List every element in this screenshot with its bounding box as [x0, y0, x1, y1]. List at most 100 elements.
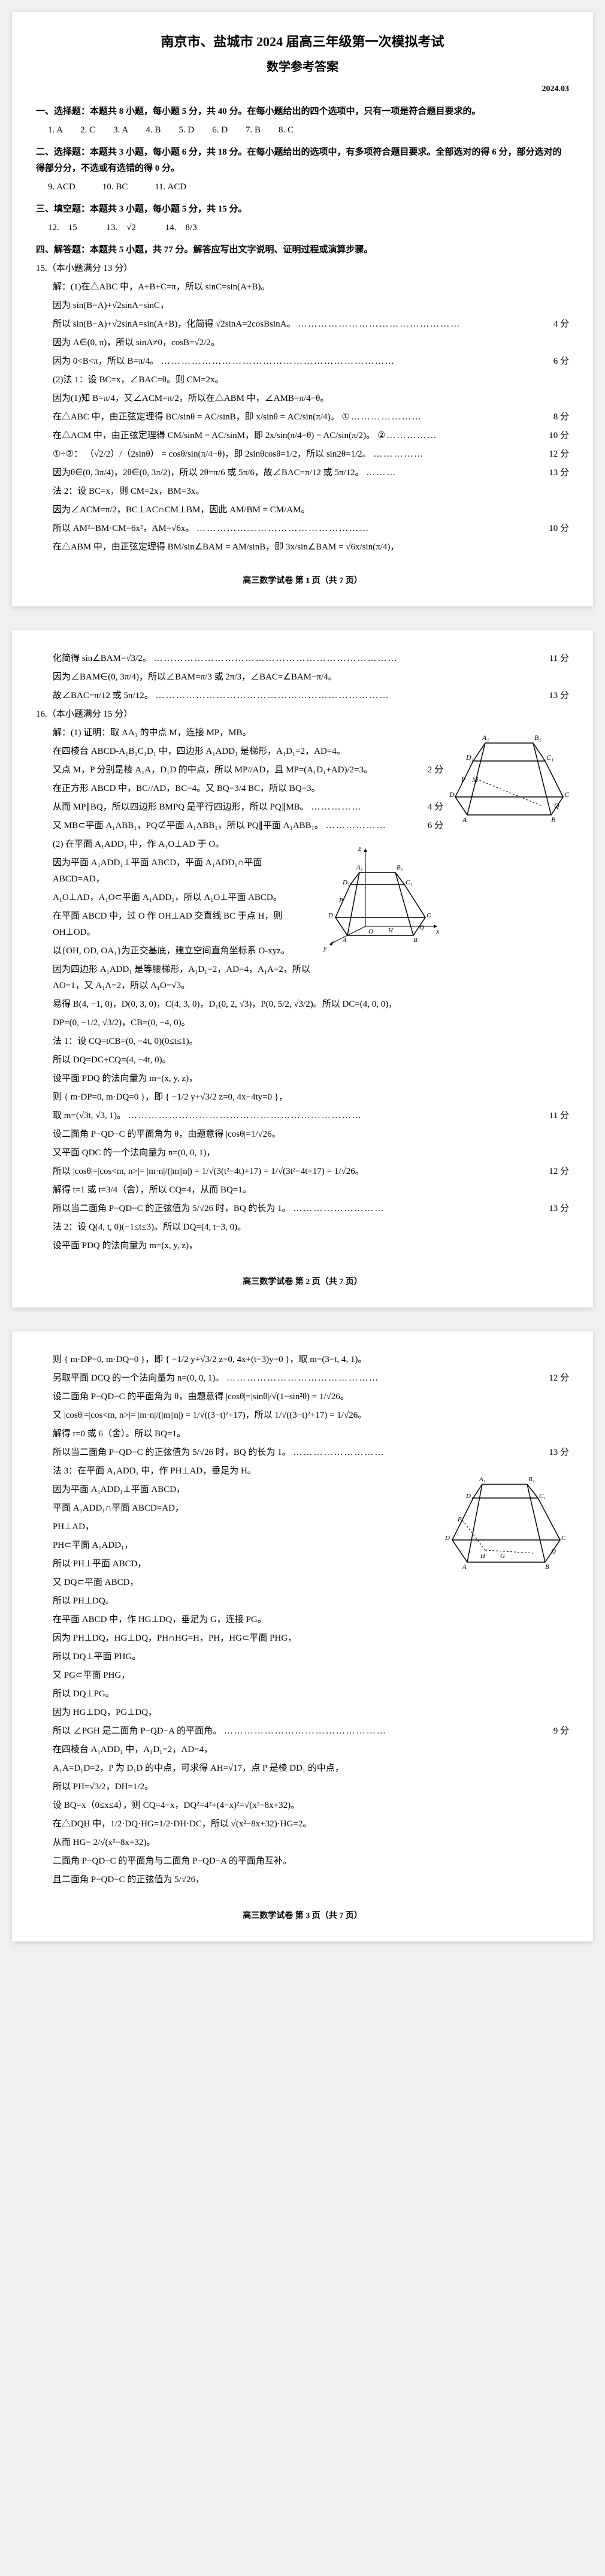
svg-text:B₁: B₁ — [534, 733, 542, 742]
q15-l7: 因为(1)知 B=π/4，又∠ACM=π/2，所以在△ABM 中，∠AMB=π/… — [53, 391, 569, 407]
svg-text:C: C — [561, 1535, 566, 1542]
q15-l11-text: 因为θ∈(0, 3π/4)，2θ∈(0, 3π/2)，所以 2θ=π/6 或 5… — [53, 468, 364, 478]
q15-l5-text: 因为 0<B<π，所以 B=π/4。 — [53, 357, 159, 366]
svg-text:D₁: D₁ — [465, 1493, 473, 1500]
p3-l25: 设 BQ=x（0≤x≤4），则 CQ=4−x，DQ²=4²+(4−x)²=√(x… — [53, 1798, 569, 1814]
q15-l8: 在△ABC 中，由正弦定理得 BC/sinθ = AC/sinB，即 x/sin… — [53, 409, 569, 425]
p3-l21: 所以 ∠PGH 是二面角 P−QD−A 的平面角。 ……………………………………… — [53, 1723, 569, 1740]
p3-l3: 设二面角 P−QD−C 的平面角为 θ，由题意得 |cosθ|=|sinθ|/√… — [53, 1389, 569, 1405]
svg-text:A: A — [462, 816, 467, 824]
section3-answers: 12. 15 13. √2 14. 8/3 — [48, 220, 569, 236]
q15-l1: 解：(1)在△ABC 中，A+B+C=π，所以 sinC=sin(A+B)。 — [53, 279, 569, 295]
section1-answers: 1. A 2. C 3. A 4. B 5. D 6. D 7. B 8. C — [48, 122, 569, 138]
p2-l19: 所以 DQ=DC+CQ=(4, −4t, 0)。 — [53, 1052, 569, 1068]
svg-text:O: O — [368, 928, 373, 935]
page1-footer: 高三数学试卷 第 1 页（共 7 页） — [36, 573, 569, 588]
p2-l1-text: 化简得 sin∠BAM=√3/2。 — [53, 654, 152, 663]
p3-l4: 又 |cosθ|=|cos<m, n>|= |m·n|/(|m||n|) = 1… — [53, 1408, 569, 1424]
svg-text:D: D — [328, 912, 333, 919]
page-3: 则 { m·DP=0, m·DQ=0 }，即 { −1/2 y+√3/2 z=0… — [12, 1331, 593, 1941]
svg-text:D: D — [444, 1535, 450, 1542]
p3-l28: 二面角 P−QD−C 的平面角与二面角 P−QD−A 的平面角互补。 — [53, 1853, 569, 1870]
svg-text:C₁: C₁ — [539, 1493, 546, 1500]
p2-score9: 6 分 — [428, 818, 443, 834]
p3-l14: 所以 PH⊥DQ。 — [53, 1593, 569, 1609]
p2-score8: 4 分 — [428, 799, 443, 816]
svg-text:A₁: A₁ — [479, 1476, 486, 1483]
frustum-figure-1: A₁ B₁ C₁ D₁ A B C D M Q P — [449, 725, 569, 833]
p2-l13: 在平面 ABCD 中，过 O 作 OH⊥AD 交直线 BC 于点 H，则 OH⊥… — [53, 908, 569, 941]
svg-text:M: M — [471, 775, 479, 784]
svg-text:Q: Q — [551, 1548, 556, 1555]
svg-text:P: P — [461, 775, 466, 784]
svg-text:D₁: D₁ — [465, 753, 474, 762]
p2-l25-text: 所以 |cosθ|=|cos<m, n>|= |m·n|/(|m||n|) = … — [53, 1167, 364, 1176]
q15-l8-text: 在△ABC 中，由正弦定理得 BC/sinθ = AC/sinB，即 x/sin… — [53, 412, 340, 422]
svg-text:Q: Q — [419, 924, 424, 931]
svg-text:B: B — [551, 816, 556, 824]
p2-l21: 则 { m·DP=0, m·DQ=0 }，即 { −1/2 y+√3/2 z=0… — [53, 1089, 569, 1106]
q15-score14: 10 分 — [549, 521, 569, 537]
p2-score27: 13 分 — [549, 1201, 569, 1217]
section3-head: 三、填空题：本题共 3 小题，每小题 5 分，共 15 分。 — [36, 201, 569, 218]
p2-l18: 法 1：设 CQ=tCB=(0, −4t, 0)(0≤t≤1)。 — [53, 1034, 569, 1050]
svg-text:A: A — [342, 937, 347, 944]
svg-text:B: B — [545, 1563, 549, 1571]
p2-l22: 取 m=(√3t, √3, 1)。 …………………………………………………………… — [53, 1108, 569, 1124]
q15-score5: 6 分 — [553, 354, 569, 370]
svg-text:G: G — [500, 1553, 505, 1560]
p2-l28: 法 2：设 Q(4, t, 0)(−1≤t≤3)。所以 DQ=(4, t−3, … — [53, 1219, 569, 1236]
p2-l22-text: 取 m=(√3t, √3, 1)。 — [53, 1111, 126, 1121]
q15-l9: 在△ACM 中，由正弦定理得 CM/sinM = AC/sinM，即 2x/si… — [53, 428, 569, 444]
p3-l22: 在四棱台 A₁ADD₁ 中，A₁D₁=2，AD=4， — [53, 1742, 569, 1758]
q15-l14-text: 所以 AM²=BM·CM=6x²，AM=√6x。 — [53, 524, 194, 533]
section1-head: 一、选择题：本题共 8 小题，每小题 5 分，共 40 分。在每小题给出的四个选… — [36, 104, 569, 120]
p3-l23: A₁A=D₁D=2，P 为 D₁D 的中点，可求得 AH=√17，点 P 是棱 … — [53, 1760, 569, 1777]
svg-text:Q: Q — [554, 801, 559, 810]
q16-head: 16.（本小题满分 15 分） — [36, 706, 569, 723]
q15-l4: 因为 A∈(0, π)，所以 sinA≠0，cosB=√2/2。 — [53, 335, 569, 351]
q15-score10: 12 分 — [549, 446, 569, 463]
svg-text:D₁: D₁ — [342, 879, 350, 886]
p3-l24: 所以 PH=√3/2，DH=1/2。 — [53, 1779, 569, 1795]
p2-l11: 因为平面 A₁ADD₁⊥平面 ABCD，平面 A₁ADD₁∩平面 ABCD=AD… — [53, 855, 569, 887]
p2-score6: 2 分 — [428, 762, 443, 778]
p2-l2: 因为∠BAM∈(0, 3π/4)，所以∠BAM=π/3 或 2π/3，∠BAC=… — [53, 669, 569, 685]
q15-head: 15.（本小题满分 13 分） — [36, 261, 569, 277]
frustum-figure-2: x z y A₁ B₁ C₁ D₁ A B C D O P Q H — [317, 836, 443, 956]
q15-l2: 因为 sin(B−A)+√2sinA=sinC， — [53, 298, 569, 314]
svg-text:C: C — [426, 912, 431, 919]
p2-l17: DP=(0, −1/2, √3/2)，CB=(0, −4, 0)。 — [53, 1015, 569, 1031]
q15-l10b: （√2/2）/（2sinθ） = cosθ/sin(π/4−θ)，即 2sinθ… — [85, 449, 371, 459]
p2-l16: 易得 B(4, −1, 0)，D(0, 3, 0)，C(4, 3, 0)，D₁(… — [53, 996, 569, 1013]
p3-l21-text: 所以 ∠PGH 是二面角 P−QD−A 的平面角。 — [53, 1726, 222, 1736]
svg-text:x: x — [435, 927, 440, 935]
q15-score3: 4 分 — [553, 316, 569, 333]
p3-l6-text: 所以当二面角 P−QD−C 的正弦值为 5/√26 时，BQ 的长为 1。 — [53, 1448, 291, 1457]
p2-l6-text: 又点 M，P 分别是棱 A₁A，D₁D 的中点，所以 MP//AD，且 MP=(… — [53, 765, 373, 775]
p3-l20: 因为 HG⊥DQ，PG⊥DQ， — [53, 1705, 569, 1721]
q15-l13: 因为∠ACM=π/2，BC⊥AC∩CM⊥BM，因此 AM/BM = CM/AM。 — [53, 502, 569, 518]
svg-text:z: z — [358, 844, 361, 853]
page2-footer: 高三数学试卷 第 2 页（共 7 页） — [36, 1275, 569, 1289]
p2-l20: 设平面 PDQ 的法向量为 m=(x, y, z)， — [53, 1071, 569, 1087]
q15-l6: (2)法 1：设 BC=x，∠BAC=θ。则 CM=2x。 — [53, 372, 569, 388]
q15-l3-text: 所以 sin(B−A)+√2sinA=sin(A+B)，化简得 √2sinA=2… — [53, 319, 295, 329]
p3-l15: 在平面 ABCD 中，作 HG⊥DQ，垂足为 G，连接 PG。 — [53, 1612, 569, 1628]
svg-text:A₁: A₁ — [482, 733, 489, 742]
p2-l3: 故∠BAC=π/12 或 5π/12。 ……………………………………………………… — [53, 688, 569, 704]
p3-l1: 则 { m·DP=0, m·DQ=0 }，即 { −1/2 y+√3/2 z=0… — [53, 1352, 569, 1368]
p2-score3: 13 分 — [549, 688, 569, 704]
ans-14: 14. 8/3 — [165, 223, 197, 232]
q15-l10a: ①÷②： — [53, 449, 83, 459]
q15-l3: 所以 sin(B−A)+√2sinA=sin(A+B)，化简得 √2sinA=2… — [53, 316, 569, 333]
p3-l29: 且二面角 P−QD−C 的正弦值为 5/√26， — [53, 1872, 569, 1888]
title-main: 南京市、盐城市 2024 届高三年级第一次模拟考试 — [36, 30, 569, 54]
title-sub: 数学参考答案 — [36, 56, 569, 78]
section2-head: 二、选择题：本题共 3 小题，每小题 6 分，共 18 分。在每小题给出的选项中… — [36, 144, 569, 177]
p3-l6: 所以当二面角 P−QD−C 的正弦值为 5/√26 时，BQ 的长为 1。 ……… — [53, 1445, 569, 1461]
q15-l14: 所以 AM²=BM·CM=6x²，AM=√6x。 ………………………………………… — [53, 521, 569, 537]
p2-score1: 11 分 — [549, 651, 569, 667]
p3-l2-text: 另取平面 DCQ 的一个法向量为 n=(0, 0, 1)。 — [53, 1373, 224, 1383]
p3-l19: 所以 DQ⊥PG。 — [53, 1686, 569, 1702]
